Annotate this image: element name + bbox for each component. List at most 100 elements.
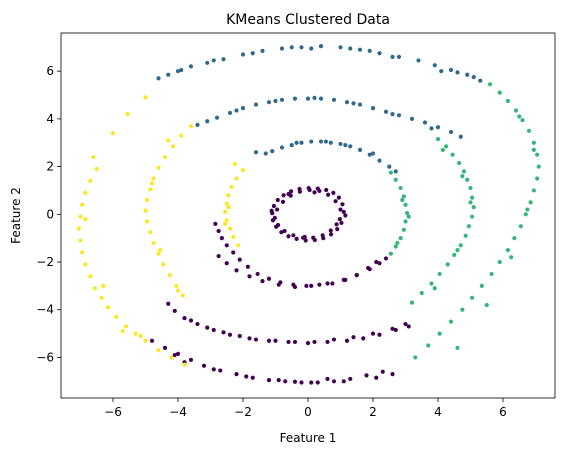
cluster-0-point — [297, 189, 302, 194]
y-tick-label: −4 — [36, 303, 54, 317]
cluster-0-point — [201, 363, 207, 368]
cluster-0-point — [282, 228, 287, 234]
cluster-2-point — [535, 152, 540, 157]
cluster-0-point — [272, 215, 277, 220]
cluster-3-point — [125, 112, 130, 117]
cluster-2-point — [398, 185, 403, 191]
x-tick-label: −2 — [234, 405, 252, 419]
cluster-0-point — [334, 222, 339, 227]
cluster-1-point — [156, 76, 161, 81]
cluster-0-point — [175, 351, 181, 356]
cluster-0-point — [234, 372, 239, 377]
cluster-2-point — [471, 205, 476, 210]
cluster-0-point — [326, 192, 331, 197]
cluster-2-point — [531, 188, 536, 193]
cluster-0-point — [331, 337, 337, 342]
cluster-0-point — [367, 267, 372, 272]
cluster-2-point — [393, 177, 398, 182]
cluster-2-point — [403, 219, 408, 224]
cluster-2-point — [460, 174, 465, 179]
cluster-2-point — [489, 271, 494, 277]
cluster-2-point — [518, 224, 523, 229]
cluster-2-point — [525, 207, 530, 212]
cluster-1-point — [253, 150, 259, 155]
cluster-0-point — [383, 256, 389, 261]
cluster-0-point — [309, 283, 314, 288]
cluster-0-point — [303, 238, 308, 243]
cluster-0-point — [166, 301, 171, 306]
cluster-1-point — [393, 169, 398, 174]
cluster-0-point — [406, 324, 411, 329]
cluster-1-point — [289, 45, 294, 50]
cluster-0-point — [374, 375, 379, 380]
cluster-3-point — [148, 230, 153, 235]
cluster-1-point — [416, 58, 421, 63]
cluster-3-point — [171, 144, 176, 149]
cluster-1-point — [338, 141, 343, 147]
cluster-3-point — [179, 133, 184, 138]
y-tick-label: 0 — [46, 207, 54, 221]
cluster-0-point — [335, 227, 340, 232]
cluster-3-point — [234, 176, 239, 181]
cluster-3-point — [167, 273, 172, 278]
cluster-3-point — [169, 355, 174, 360]
cluster-2-point — [465, 177, 470, 182]
cluster-0-point — [377, 332, 382, 337]
cluster-0-point — [275, 207, 280, 212]
cluster-1-point — [458, 134, 463, 139]
cluster-0-point — [247, 336, 252, 341]
cluster-2-point — [535, 176, 540, 181]
cluster-0-point — [341, 277, 346, 283]
cluster-2-point — [531, 147, 536, 152]
cluster-2-point — [505, 98, 510, 104]
cluster-0-point — [304, 283, 309, 288]
cluster-1-point — [390, 112, 395, 117]
cluster-3-point — [94, 166, 99, 172]
data-points — [76, 44, 541, 385]
cluster-1-point — [227, 110, 233, 116]
cluster-2-point — [470, 295, 475, 300]
cluster-1-point — [266, 100, 272, 105]
cluster-1-point — [465, 72, 470, 77]
cluster-1-point — [439, 69, 444, 74]
cluster-1-point — [294, 140, 299, 145]
cluster-3-point — [143, 338, 148, 343]
cluster-2-point — [520, 117, 525, 123]
cluster-0-point — [390, 326, 395, 331]
cluster-0-point — [271, 203, 276, 209]
cluster-1-point — [188, 64, 194, 69]
cluster-3-point — [78, 238, 83, 243]
cluster-3-point — [145, 219, 150, 224]
cluster-3-point — [227, 226, 233, 231]
cluster-0-point — [325, 281, 330, 286]
cluster-3-point — [143, 95, 148, 100]
cluster-2-point — [440, 147, 445, 152]
y-tick-label: −2 — [36, 255, 54, 269]
cluster-2-point — [470, 214, 475, 219]
cluster-1-point — [289, 143, 294, 148]
cluster-0-point — [299, 380, 304, 385]
cluster-1-point — [455, 70, 460, 75]
cluster-0-point — [305, 341, 311, 346]
cluster-1-point — [387, 164, 392, 169]
cluster-3-point — [231, 234, 236, 240]
cluster-2-point — [526, 128, 532, 133]
cluster-1-point — [348, 144, 353, 149]
cluster-0-point — [292, 379, 298, 384]
cluster-3-point — [175, 288, 181, 293]
cluster-0-point — [224, 261, 229, 266]
cluster-0-point — [149, 338, 155, 343]
cluster-0-point — [253, 337, 259, 342]
cluster-0-point — [188, 357, 194, 362]
cluster-1-point — [195, 122, 200, 127]
cluster-0-point — [216, 253, 221, 259]
cluster-0-point — [380, 369, 385, 374]
cluster-3-point — [133, 331, 138, 336]
cluster-3-point — [110, 131, 116, 136]
cluster-2-point — [406, 214, 411, 219]
cluster-3-point — [83, 190, 88, 195]
cluster-2-point — [413, 355, 418, 360]
cluster-0-point — [292, 339, 298, 345]
cluster-0-point — [247, 274, 252, 279]
